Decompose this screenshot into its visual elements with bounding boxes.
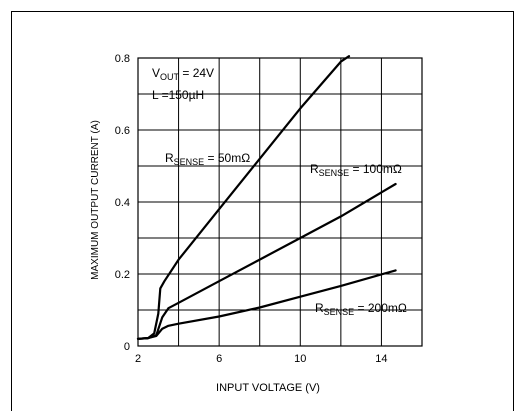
vout-annotation: VOUT = 24V: [152, 66, 214, 82]
plot-area-border: [137, 57, 423, 347]
vout-value: = 24V: [179, 66, 214, 80]
rsense-200-value: = 200mΩ: [354, 301, 407, 315]
rsense-200-sub: SENSE: [324, 307, 355, 317]
series-lines: [136, 55, 397, 340]
y-tick-label: 0.8: [115, 53, 130, 65]
rsense-50-sub: SENSE: [174, 157, 205, 167]
y-tick-label: 0.4: [115, 197, 130, 209]
y-axis-label: MAXIMUM OUTPUT CURRENT (A): [90, 120, 101, 280]
y-tick-label: 0.2: [115, 269, 130, 281]
x-tick-label: 2: [135, 353, 141, 365]
rsense-50-value: = 50mΩ: [204, 151, 250, 165]
rsense-200-r: R: [315, 301, 324, 315]
inductance-annotation: L =150µH: [152, 88, 204, 102]
x-tick-label: 6: [216, 353, 222, 365]
rsense-100-sub: SENSE: [319, 168, 350, 178]
rsense-50-label: RSENSE = 50mΩ: [165, 151, 250, 167]
rsense-100-label: RSENSE = 100mΩ: [310, 162, 402, 178]
grid: [138, 58, 422, 346]
x-axis-label: INPUT VOLTAGE (V): [216, 382, 320, 394]
axes: [137, 57, 423, 347]
series-line-3: [136, 269, 397, 340]
y-tick-label: 0: [124, 341, 130, 353]
vout-symbol: V: [152, 66, 160, 80]
series-line-1: [136, 55, 351, 340]
rsense-100-value: = 100mΩ: [349, 162, 402, 176]
vout-subscript: OUT: [160, 72, 180, 82]
y-tick-label: 0.6: [115, 125, 130, 137]
x-tick-label: 14: [375, 353, 387, 365]
rsense-50-r: R: [165, 151, 174, 165]
x-tick-labels: 2 6 10 14: [135, 353, 388, 365]
rsense-100-r: R: [310, 162, 319, 176]
rsense-200-label: RSENSE = 200mΩ: [315, 301, 407, 317]
x-tick-label: 10: [294, 353, 306, 365]
y-tick-labels: 0 0.2 0.4 0.6 0.8: [115, 53, 130, 353]
figure-frame: [11, 11, 514, 411]
